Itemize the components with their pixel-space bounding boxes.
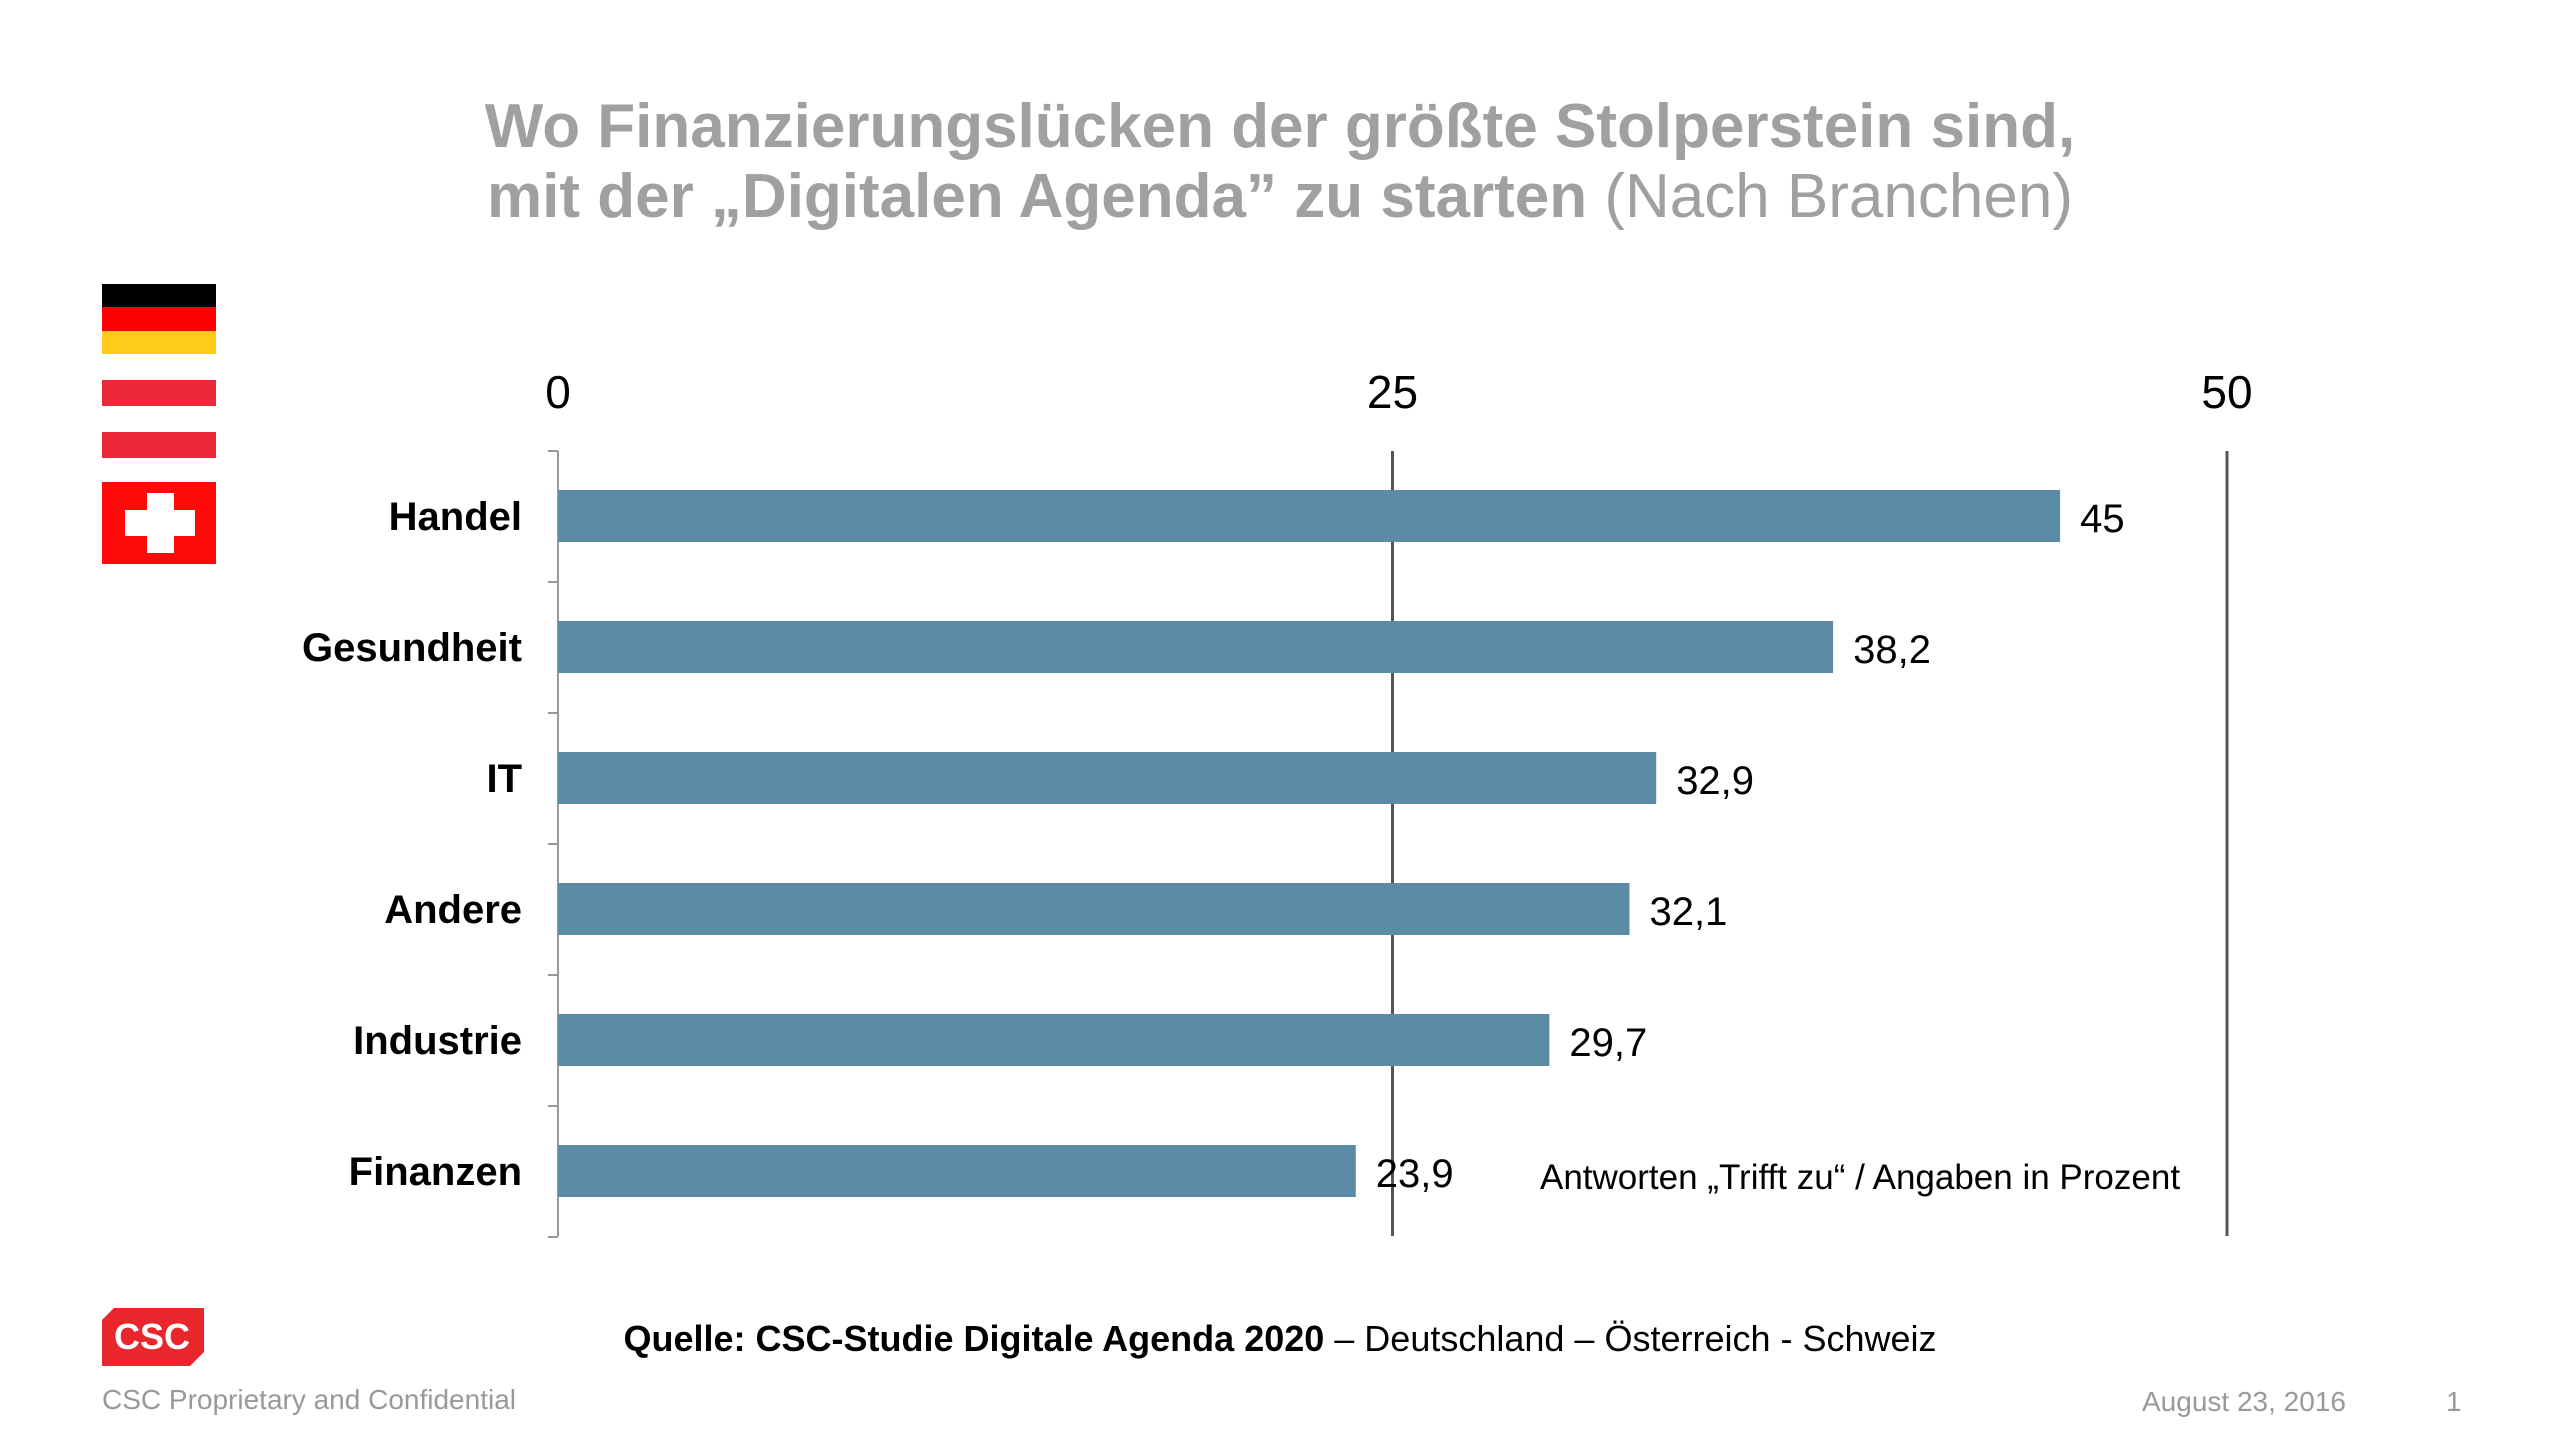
svg-text:CSC: CSC <box>114 1316 190 1357</box>
bar <box>558 1014 1550 1066</box>
confidential-label: CSC Proprietary and Confidential <box>102 1384 516 1415</box>
austria-flag-icon <box>102 380 216 458</box>
source-rest: – Deutschland – Österreich - Schweiz <box>1324 1318 1937 1359</box>
data-label: 32,1 <box>1649 890 1727 934</box>
category-label: Finanzen <box>349 1150 522 1194</box>
tick-label: 0 <box>545 366 571 418</box>
data-label: 23,9 <box>1376 1152 1454 1196</box>
date-label: August 23, 2016 <box>2142 1386 2346 1417</box>
source-line: Quelle: CSC-Studie Digitale Agenda 2020 … <box>0 1318 2560 1360</box>
category-label: Gesundheit <box>302 626 522 670</box>
title-line-2: mit der „Digitalen Agenda” zu starten (N… <box>0 162 2560 232</box>
source-bold: Quelle: CSC-Studie Digitale Agenda 2020 <box>623 1318 1325 1359</box>
data-label: 38,2 <box>1853 628 1931 672</box>
bar <box>558 752 1657 804</box>
data-label: 32,9 <box>1676 759 1754 803</box>
chart-annotation: Antworten „Trifft zu“ / Angaben in Proze… <box>1540 1158 2181 1197</box>
category-label: IT <box>486 757 522 801</box>
chart-title: Wo Finanzierungslücken der größte Stolpe… <box>0 92 2560 232</box>
tick-label: 50 <box>2201 366 2252 418</box>
tick-label: 25 <box>1367 366 1418 418</box>
category-label: Handel <box>389 495 522 539</box>
category-label: Andere <box>384 888 522 932</box>
title-line-2-main: mit der „Digitalen Agenda” zu starten <box>487 162 1588 231</box>
category-label: Industrie <box>353 1019 522 1063</box>
data-label: 29,7 <box>1569 1021 1647 1065</box>
title-subtitle: (Nach Branchen) <box>1604 162 2073 231</box>
switzerland-flag-icon <box>102 482 216 564</box>
bar <box>558 621 1834 673</box>
page-number: 1 <box>2446 1386 2462 1417</box>
bar <box>558 1145 1356 1197</box>
csc-logo: CSC <box>102 1308 204 1366</box>
data-label: 45 <box>2080 497 2125 541</box>
germany-flag-icon <box>102 284 216 354</box>
title-line-1: Wo Finanzierungslücken der größte Stolpe… <box>484 92 2076 161</box>
bar <box>558 883 1630 935</box>
bar <box>558 490 2061 542</box>
